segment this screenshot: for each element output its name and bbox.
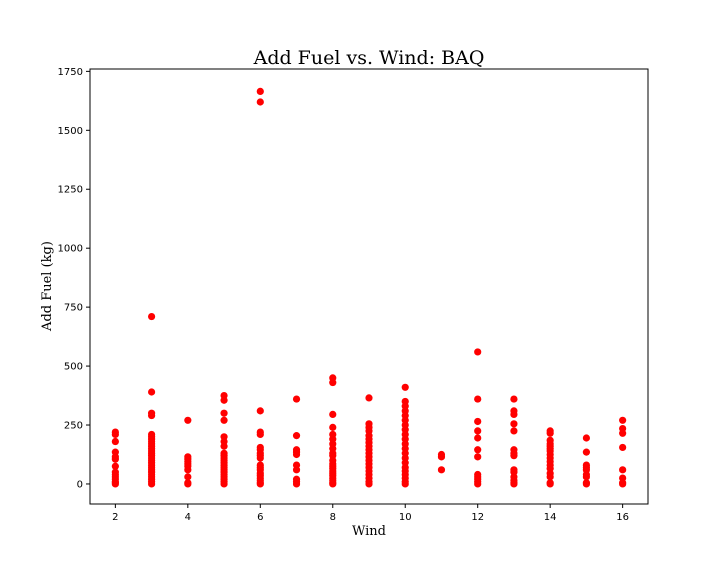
data-point bbox=[437, 453, 446, 461]
data-point bbox=[619, 416, 627, 424]
x-tick-label: 2 bbox=[112, 512, 118, 523]
data-point bbox=[582, 480, 591, 488]
chart-title: Add Fuel vs. Wind: BAQ bbox=[253, 47, 485, 69]
data-point bbox=[365, 480, 373, 488]
data-point bbox=[329, 378, 337, 387]
y-tick-label: 1000 bbox=[58, 244, 83, 255]
data-point bbox=[546, 429, 554, 437]
data-point bbox=[220, 409, 228, 417]
data-point bbox=[510, 480, 518, 488]
data-point bbox=[111, 455, 119, 463]
data-point bbox=[510, 427, 518, 435]
data-point bbox=[147, 411, 156, 420]
y-tick-label: 750 bbox=[64, 303, 83, 314]
y-axis-label: Add Fuel (kg) bbox=[40, 241, 55, 332]
data-point bbox=[220, 396, 228, 404]
data-point bbox=[292, 450, 301, 459]
y-tick-label: 0 bbox=[77, 479, 83, 490]
data-point bbox=[510, 452, 518, 460]
data-point bbox=[147, 388, 156, 396]
data-point bbox=[184, 466, 192, 474]
x-tick-label: 12 bbox=[471, 512, 484, 523]
data-point bbox=[292, 466, 301, 474]
y-tick-label: 250 bbox=[64, 421, 83, 432]
data-point bbox=[111, 430, 119, 439]
x-tick-label: 4 bbox=[185, 512, 191, 523]
x-tick-label: 14 bbox=[544, 512, 557, 523]
data-point bbox=[619, 443, 627, 452]
data-point bbox=[184, 416, 192, 424]
y-tick-label: 1500 bbox=[58, 126, 83, 137]
plot-area: 2 4 6 8 10 12 14 16 0 250 500 750 1000 1250 1500 1750 bbox=[58, 67, 649, 523]
data-point bbox=[582, 434, 591, 442]
data-point bbox=[365, 394, 373, 402]
data-point bbox=[401, 480, 409, 488]
data-point bbox=[147, 480, 156, 488]
data-point bbox=[510, 395, 518, 403]
y-axis: 0 250 500 750 1000 1250 1500 1750 bbox=[58, 67, 90, 490]
data-point bbox=[510, 410, 518, 419]
data-point bbox=[292, 395, 301, 403]
data-point bbox=[256, 87, 264, 95]
x-axis: 2 4 6 8 10 12 14 16 bbox=[112, 504, 629, 523]
data-point bbox=[474, 453, 482, 461]
data-point bbox=[256, 98, 264, 106]
data-point bbox=[220, 442, 228, 450]
data-point bbox=[619, 429, 627, 437]
data-point bbox=[256, 407, 264, 415]
x-axis-label: Wind bbox=[352, 524, 386, 539]
data-point bbox=[582, 473, 591, 481]
data-point bbox=[582, 448, 591, 456]
data-point bbox=[256, 430, 264, 439]
data-point bbox=[292, 480, 301, 488]
x-tick-label: 16 bbox=[616, 512, 629, 523]
data-point bbox=[147, 312, 156, 321]
data-point bbox=[474, 348, 482, 356]
data-point bbox=[474, 395, 482, 403]
data-point bbox=[111, 480, 119, 488]
y-tick-label: 500 bbox=[64, 362, 83, 373]
data-point bbox=[474, 446, 482, 454]
data-point bbox=[619, 480, 627, 488]
data-point bbox=[184, 480, 192, 488]
data-point bbox=[619, 466, 627, 474]
data-point bbox=[401, 383, 409, 391]
data-point bbox=[111, 462, 119, 470]
y-tick-label: 1750 bbox=[58, 67, 83, 78]
data-point bbox=[329, 410, 337, 419]
data-point bbox=[329, 480, 337, 488]
data-point bbox=[329, 423, 337, 431]
data-point bbox=[546, 473, 554, 481]
data-points bbox=[111, 87, 627, 488]
data-point bbox=[292, 432, 301, 440]
data-point bbox=[111, 437, 119, 446]
data-point bbox=[474, 434, 482, 442]
plot-frame bbox=[89, 68, 649, 505]
data-point bbox=[474, 417, 482, 426]
data-point bbox=[510, 420, 518, 428]
data-point bbox=[256, 480, 264, 488]
data-point bbox=[474, 427, 482, 435]
y-tick-label: 1250 bbox=[58, 185, 83, 196]
data-point bbox=[546, 480, 554, 488]
data-point bbox=[437, 466, 446, 474]
data-point bbox=[256, 454, 264, 462]
data-point bbox=[474, 480, 482, 488]
x-tick-label: 8 bbox=[330, 512, 336, 523]
data-point bbox=[184, 473, 192, 481]
x-tick-label: 6 bbox=[257, 512, 263, 523]
data-point bbox=[220, 416, 228, 424]
x-tick-label: 10 bbox=[399, 512, 412, 523]
data-point bbox=[220, 480, 228, 488]
